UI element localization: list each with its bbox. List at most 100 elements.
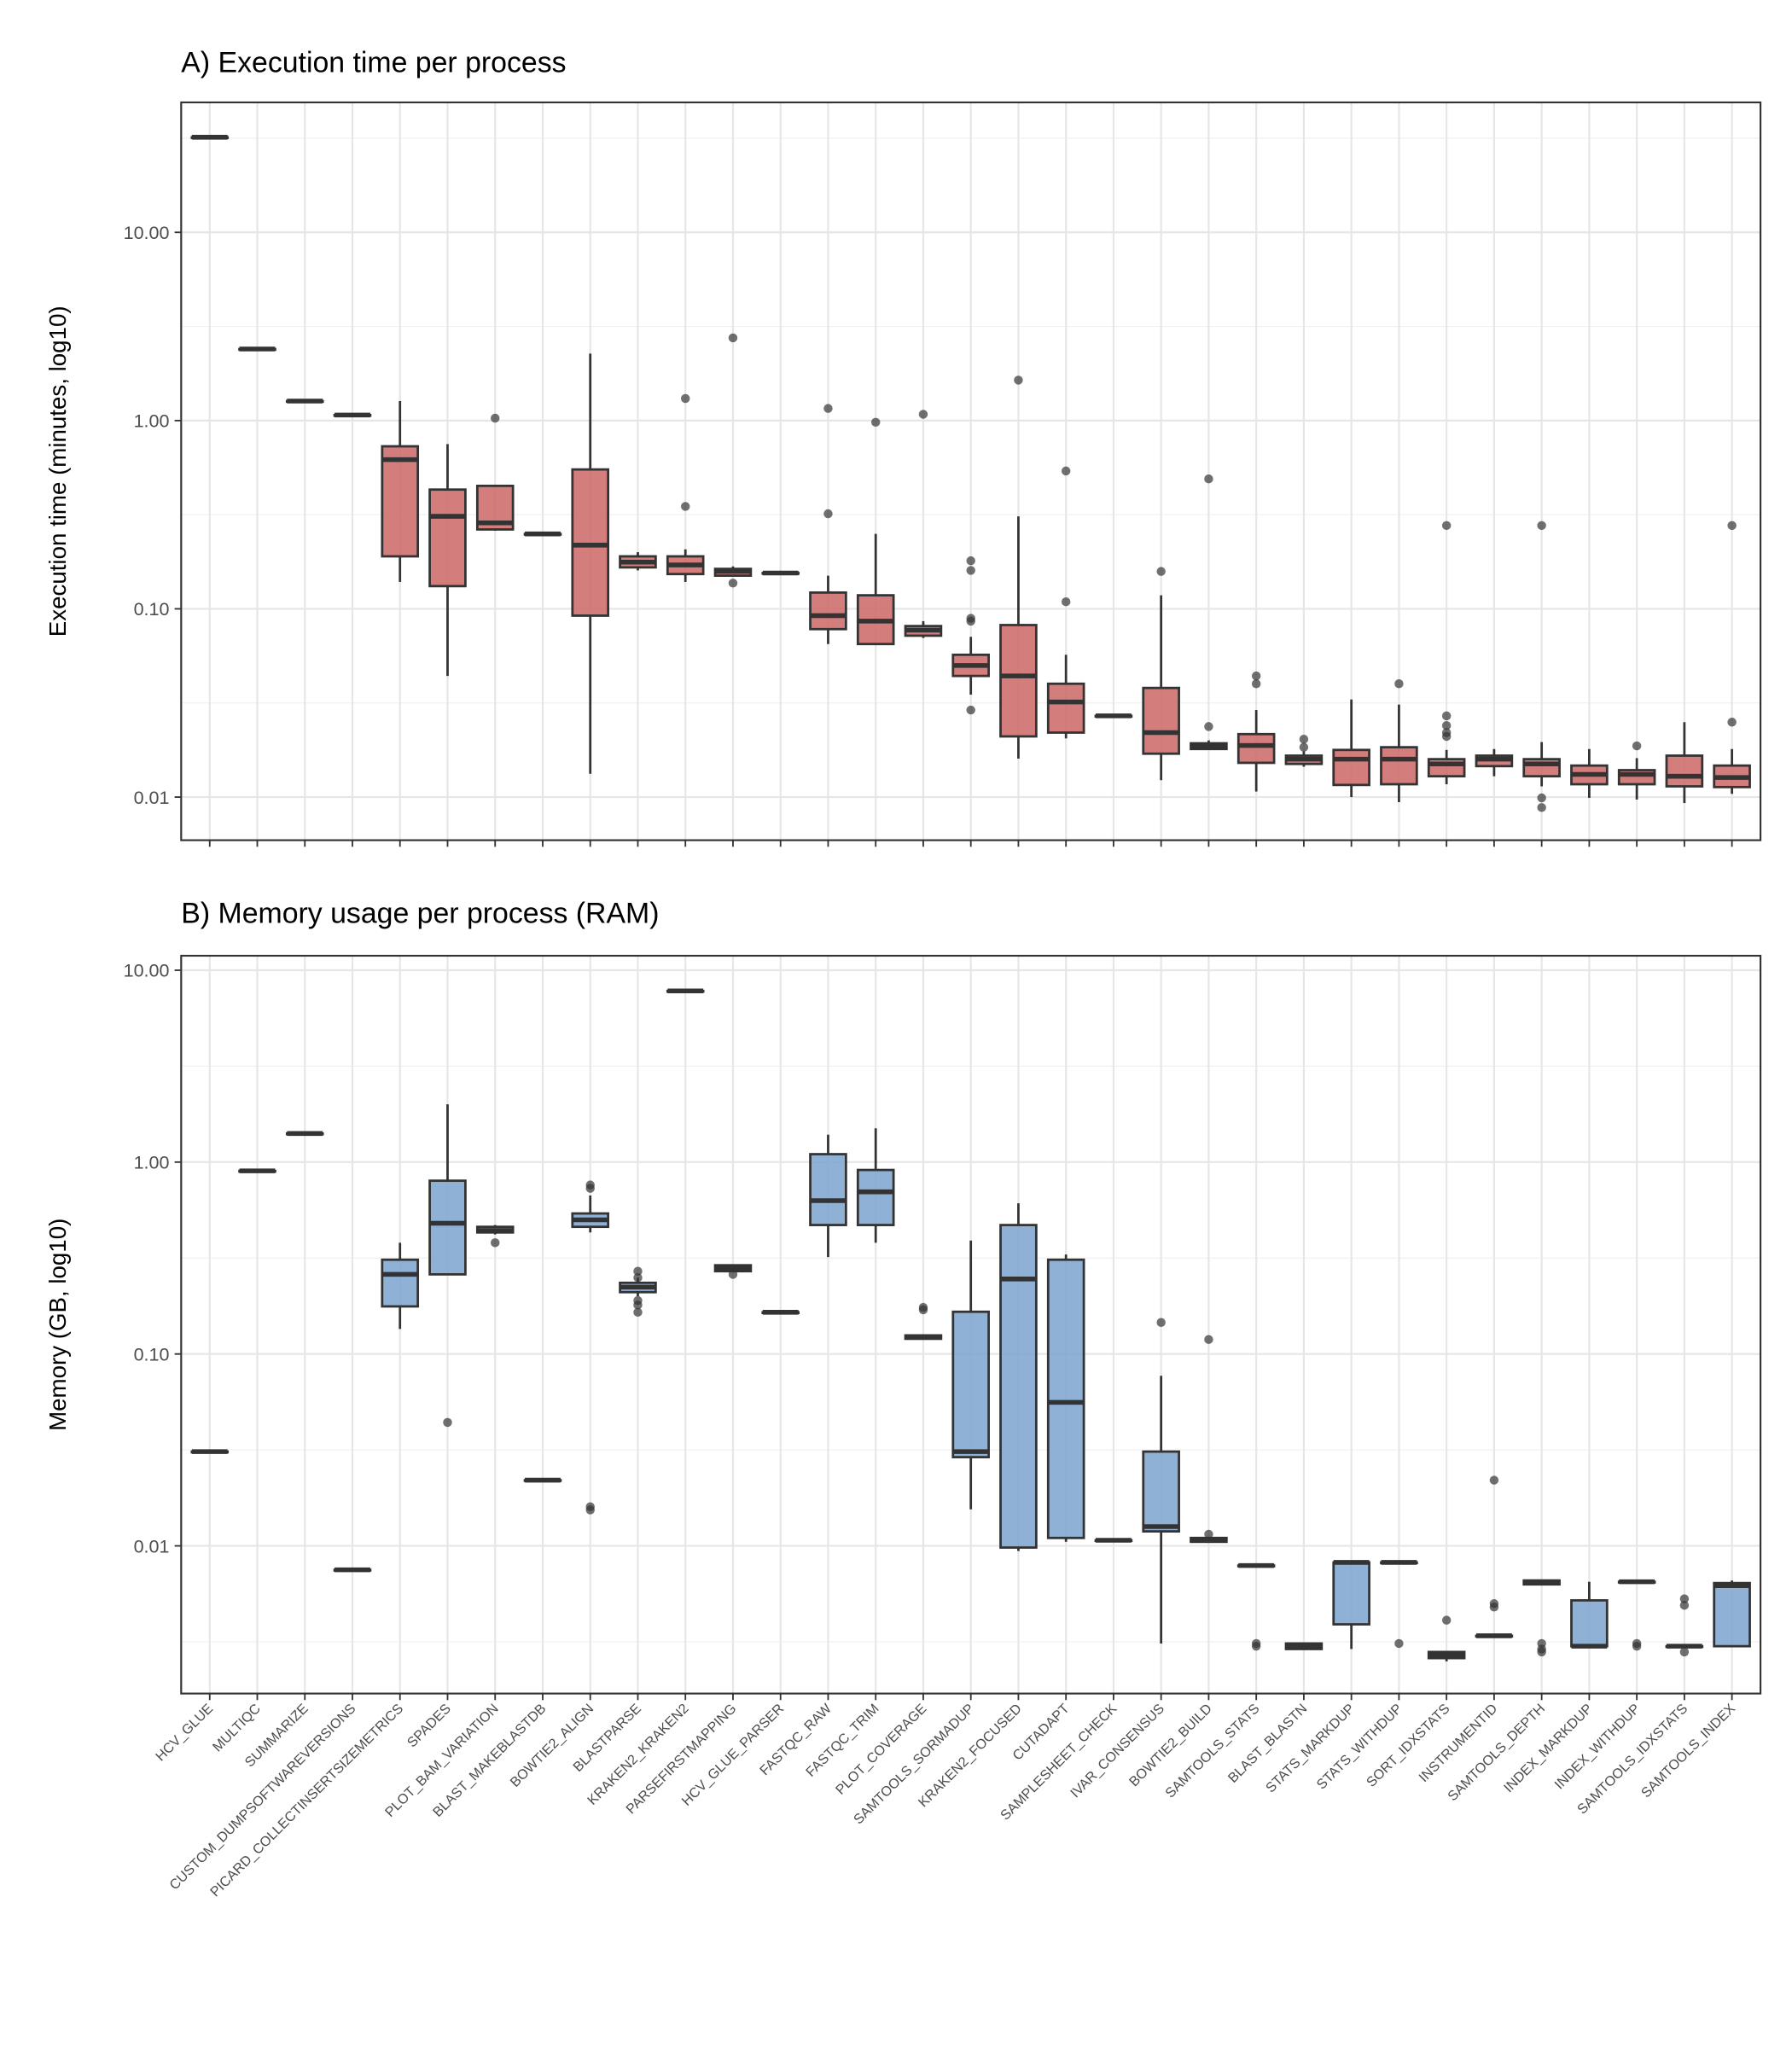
box-sort-idxstats [1427,521,1466,785]
x-tick-label: SPADES [404,1701,454,1750]
box-samtools-index [1713,1580,1751,1648]
box-custom-dumpsoftwareversions [333,1567,372,1573]
box-iqr [1665,754,1704,788]
outlier-point [1537,793,1546,803]
y-tick-label: 0.01 [134,788,170,808]
box-stats-withdup [1380,679,1418,802]
outlier-point [1632,741,1642,751]
outlier-point [1632,1641,1642,1651]
x-tick-label: SORT_IDXSTATS [1364,1701,1453,1790]
panel-execution-time: A) Execution time per process Execution … [44,47,1762,847]
box-plot-coverage [904,410,943,638]
outlier-point [1537,521,1546,531]
box-hcv-glue [190,135,230,140]
box-cutadapt [1046,1254,1085,1542]
outlier-point [1489,1603,1499,1612]
box-parsefirstmapping [713,333,753,588]
outlier-point [1441,731,1452,742]
outlier-point [1299,742,1309,752]
outlier-point [443,1417,452,1428]
box-samplesheet-check [1094,713,1133,719]
outlier-point [1251,1641,1261,1651]
outlier-point [1537,1647,1546,1657]
outlier-point [823,404,833,413]
outlier-point [1394,679,1404,689]
box-multiqc [238,346,276,352]
box-instrumentid [1475,748,1514,777]
box-custom-dumpsoftwareversions [333,412,372,418]
y-tick-label: 10.00 [124,223,170,243]
outlier-point [1537,803,1546,812]
y-tick-label: 0.10 [134,1344,170,1364]
box-plot-bam-variation [475,413,515,531]
panel-memory-usage: B) Memory usage per process (RAM) Memory… [44,898,1762,1701]
box-iqr [809,591,847,631]
outlier-point [1441,521,1452,531]
outlier-point [491,413,500,423]
outlier-point [1394,1638,1404,1649]
y-tick-label: 1.00 [134,1153,170,1173]
outlier-point [1679,1601,1690,1610]
outlier-point [728,1270,738,1279]
box-samtools-index [1713,521,1751,794]
y-tick-label: 0.01 [134,1536,170,1556]
box-blastparse [619,1266,657,1318]
box-spades [428,1104,467,1428]
panel-border [180,954,1762,1695]
outlier-point [823,509,833,519]
x-tick-label: SAMTOOLS_INDEX [1638,1701,1738,1801]
box-iqr [428,488,467,588]
outlier-point [1727,718,1737,727]
x-tick-label: HCV_GLUE [153,1701,216,1764]
box-index-withdup [1617,1579,1656,1651]
box-iqr [571,468,610,617]
box-iqr [428,1179,467,1276]
box-picard-collectinsertsizemetrics [381,400,420,582]
outlier-point [966,556,975,566]
outlier-point [1156,1318,1166,1327]
outlier-point [728,579,738,588]
x-tick-label: BOWTIE2_ALIGN [507,1701,596,1790]
box-blast-blastn [1284,1642,1324,1650]
outlier-point [1204,474,1213,484]
box-fastqc-raw [809,1134,847,1258]
outlier-point [491,1238,500,1248]
outlier-point [918,1302,928,1312]
outlier-point [680,393,690,404]
box-iqr [1142,1450,1180,1533]
x-axis-labels: HCV_GLUEMULTIQCSUMMARIZECUSTOM_DUMPSOFTW… [153,1701,1738,1900]
outlier-point [1061,596,1071,607]
y-tick-label: 0.10 [134,599,170,620]
outlier-point [1679,1594,1690,1603]
outlier-point [1489,1475,1499,1485]
box-samtools-idxstats [1665,1594,1704,1657]
box-fastqc-trim [856,1128,895,1243]
box-iqr [1142,686,1180,755]
outlier-point [1299,734,1309,744]
outlier-point [585,1505,595,1515]
outlier-point [1156,567,1166,576]
box-iqr [999,624,1038,738]
outlier-point [680,502,690,511]
outlier-point [633,1266,643,1276]
x-tick-label: STATS_WITHDUP [1313,1701,1405,1792]
x-tick-label: STATS_MARKDUP [1263,1701,1358,1795]
box-iqr [999,1224,1038,1549]
panel-a-ylabel: Execution time (minutes, log10) [44,305,71,637]
box-iqr [1046,1258,1085,1539]
box-fastqc-raw [809,404,847,644]
box-samtools-idxstats [1665,722,1704,804]
panel-border [180,101,1762,841]
outlier-point [1251,679,1261,689]
box-samplesheet-check [1094,1538,1133,1543]
box-samtools-stats [1236,671,1276,792]
outlier-point [1441,711,1452,721]
outlier-point [1014,375,1023,385]
box-cutadapt [1046,466,1085,739]
box-picard-collectinsertsizemetrics [381,1242,420,1329]
x-tick-label: BOWTIE2_BUILD [1126,1701,1215,1789]
y-tick-label: 1.00 [134,411,170,432]
box-multiqc [238,1168,276,1173]
outlier-point [633,1272,643,1283]
